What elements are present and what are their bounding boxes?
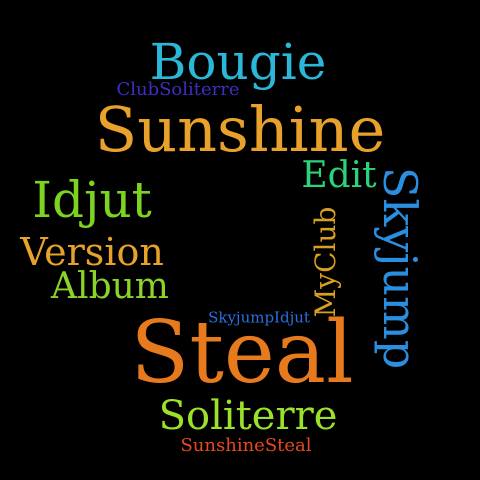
word-myclub: MyClub: [309, 206, 342, 318]
word-steal: Steal: [130, 303, 354, 403]
word-clubsoliterre: ClubSoliterre: [116, 79, 240, 100]
word-skyjumpidjut: SkyjumpIdjut: [208, 308, 310, 327]
word-edit: Edit: [301, 155, 377, 196]
word-skyjump: Skyjump: [373, 166, 427, 370]
word-sunshine: Sunshine: [94, 93, 386, 166]
word-version: Version: [20, 230, 164, 274]
word-sunshinesteal: SunshineSteal: [180, 435, 312, 456]
word-bougie: Bougie: [149, 33, 327, 91]
word-soliterre: Soliterre: [158, 393, 338, 439]
word-album: Album: [51, 266, 169, 307]
word-idjut: Idjut: [32, 171, 152, 229]
